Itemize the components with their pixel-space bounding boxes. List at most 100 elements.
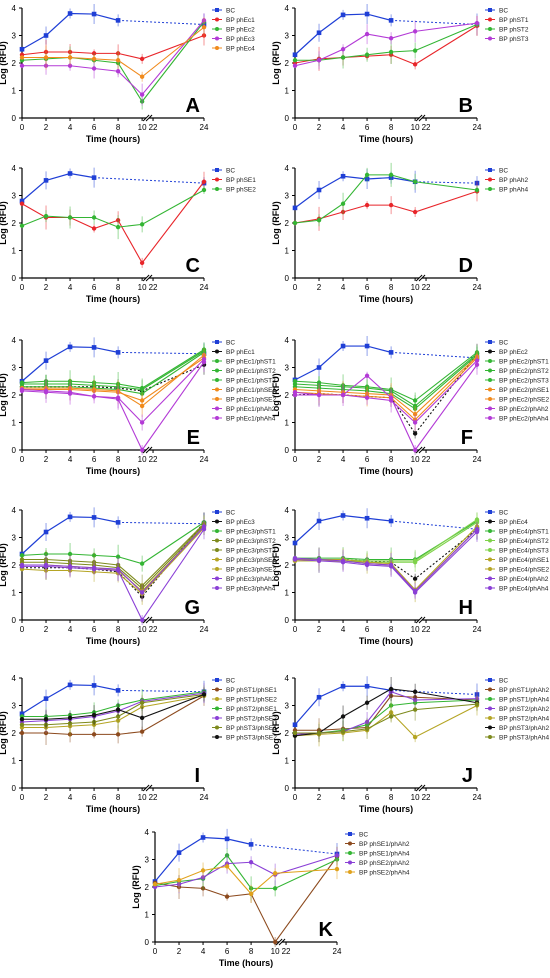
- y-tick-label: 0: [285, 784, 290, 793]
- series-line: [22, 526, 205, 592]
- y-tick-label: 0: [12, 446, 17, 455]
- data-point: [340, 392, 346, 398]
- y-tick-label: 4: [285, 336, 290, 345]
- legend-entry: BC: [499, 677, 508, 684]
- data-point: [176, 877, 182, 883]
- y-tick-label: 4: [12, 674, 17, 683]
- data-point: [340, 729, 346, 734]
- series-line: [22, 695, 205, 735]
- y-tick-label: 0: [285, 446, 290, 455]
- legend-swatch-marker: [215, 359, 219, 363]
- data-point: [412, 420, 418, 425]
- data-point: [67, 344, 73, 350]
- data-point: [474, 362, 480, 367]
- data-point: [91, 226, 97, 231]
- legend-swatch-marker: [215, 519, 219, 524]
- x-tick-label: 6: [365, 455, 370, 464]
- data-point: [316, 58, 322, 63]
- data-point: [201, 357, 207, 362]
- legend-swatch-marker: [488, 548, 492, 552]
- x-axis-title: Time (hours): [86, 134, 140, 144]
- legend-swatch-marker: [488, 36, 492, 41]
- data-point: [388, 172, 394, 178]
- x-tick-label: 0: [293, 793, 298, 802]
- y-axis-title: Log (RFU): [271, 201, 281, 244]
- x-tick-label: 2: [317, 625, 322, 634]
- legend-entry: BC: [499, 509, 508, 516]
- x-tick-label: 6: [92, 455, 97, 464]
- data-point: [91, 345, 97, 350]
- data-point: [139, 561, 145, 566]
- x-tick-label: 8: [389, 123, 394, 132]
- x-axis-title: Time (hours): [359, 466, 413, 476]
- y-axis-title: Log (RFU): [0, 201, 8, 244]
- y-tick-label: 4: [12, 4, 17, 13]
- legend-entry: BP phEc4: [226, 45, 255, 52]
- legend-entry: BP phEc2/phST2: [499, 368, 549, 375]
- data-point: [115, 18, 121, 23]
- data-point: [19, 730, 25, 736]
- data-point: [292, 58, 298, 63]
- y-tick-label: 2: [285, 729, 290, 738]
- legend: BC BP phST1/phSE1 BP phST1/phSE2 BP phST2/p…: [212, 677, 277, 741]
- legend: BC BP phST1/phAh2 BP phST1/phAh4 BP phST2/p…: [485, 677, 549, 741]
- legend-swatch-marker: [215, 36, 219, 41]
- data-point: [115, 69, 121, 74]
- legend-entry: BP phEc2/phAh4: [499, 415, 549, 422]
- x-tick-label: 0: [20, 123, 25, 132]
- x-tick-label: 4: [341, 793, 346, 802]
- data-point: [340, 47, 346, 52]
- x-tick-label: 4: [68, 625, 73, 634]
- y-tick-label: 2: [285, 391, 290, 400]
- data-point: [224, 894, 230, 899]
- y-tick-label: 0: [12, 616, 17, 625]
- data-point: [474, 701, 480, 707]
- axis-break-mark: [418, 784, 426, 792]
- legend-entry: BC: [226, 509, 235, 516]
- legend-entry: BP phEc2/phAh2: [499, 406, 549, 413]
- x-tick-label: 4: [341, 625, 346, 634]
- y-tick-label: 3: [12, 32, 17, 41]
- x-tick-label: 10: [411, 455, 420, 464]
- series-line-dashed: [251, 843, 338, 855]
- legend-entry: BP phST2: [499, 26, 529, 33]
- y-tick-label: 2: [12, 59, 17, 68]
- legend-entry: BP phAh4: [499, 186, 529, 193]
- data-point: [139, 260, 145, 266]
- axis-break-mark: [145, 784, 153, 792]
- legend: BC BP phEc3 BP phEc3/phST1 BP phEc3/phST2 BP…: [212, 509, 276, 592]
- series-line-dashed: [118, 521, 205, 525]
- data-point: [200, 868, 206, 873]
- legend-swatch-marker: [488, 687, 492, 692]
- y-tick-label: 3: [285, 364, 290, 373]
- data-point: [364, 31, 370, 37]
- legend-entry: BP phEc1/phSE2: [226, 396, 276, 403]
- legend-swatch-marker: [215, 17, 219, 22]
- panel-letter-a: A: [186, 95, 200, 117]
- y-axis-title: Log (RFU): [0, 711, 8, 754]
- y-tick-label: 3: [285, 534, 290, 543]
- x-tick-label: 4: [68, 793, 73, 802]
- legend: BC BP phEc1 BP phEc2 BP phEc3 BP phEc4: [212, 7, 255, 52]
- series-line: [22, 528, 205, 622]
- legend-swatch-marker: [488, 406, 492, 411]
- data-point: [474, 20, 480, 26]
- data-point: [43, 717, 49, 722]
- legend-swatch-marker: [215, 168, 219, 172]
- series-line: [22, 357, 205, 402]
- legend-swatch-marker: [488, 697, 492, 701]
- x-tick-label: 10: [138, 123, 147, 132]
- data-point: [364, 683, 370, 689]
- legend-entry: BC: [499, 167, 508, 174]
- legend-entry: BP phSE2/phAh2: [359, 860, 410, 867]
- x-tick-label: 24: [473, 123, 482, 132]
- y-tick-label: 1: [285, 419, 290, 428]
- data-point: [272, 886, 278, 891]
- x-axis-title: Time (hours): [359, 804, 413, 814]
- axis-break-mark: [415, 446, 423, 454]
- legend-entry: BP phEc3: [226, 519, 255, 526]
- panel-letter-e: E: [187, 427, 200, 449]
- y-tick-label: 3: [145, 856, 150, 865]
